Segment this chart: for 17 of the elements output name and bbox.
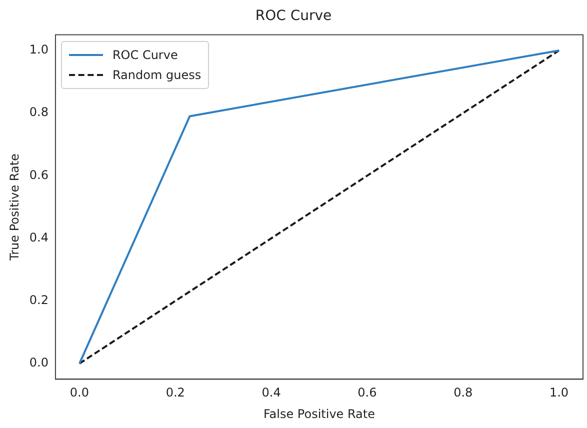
legend-label: ROC Curve (112, 48, 178, 62)
x-tick-label: 0.2 (166, 386, 185, 400)
y-tick-label: 0.6 (29, 168, 48, 182)
y-tick-label: 0.8 (29, 105, 48, 120)
x-tick-label: 0.0 (70, 386, 90, 400)
y-tick-label: 0.2 (29, 293, 48, 308)
x-tick-label: 1.0 (549, 386, 569, 400)
x-tick-label: 0.4 (262, 386, 281, 400)
x-tick-label: 0.6 (358, 386, 377, 400)
y-tick-label: 0.4 (29, 230, 48, 244)
y-tick-label: 0.0 (29, 356, 48, 370)
x-tick-label: 0.8 (454, 386, 473, 400)
legend-label: Random guess (112, 68, 202, 82)
x-axis-title: False Positive Rate (263, 406, 376, 421)
chart-title: ROC Curve (255, 8, 332, 24)
y-tick-label: 1.0 (29, 42, 48, 57)
y-axis-title: True Positive Rate (7, 154, 22, 262)
